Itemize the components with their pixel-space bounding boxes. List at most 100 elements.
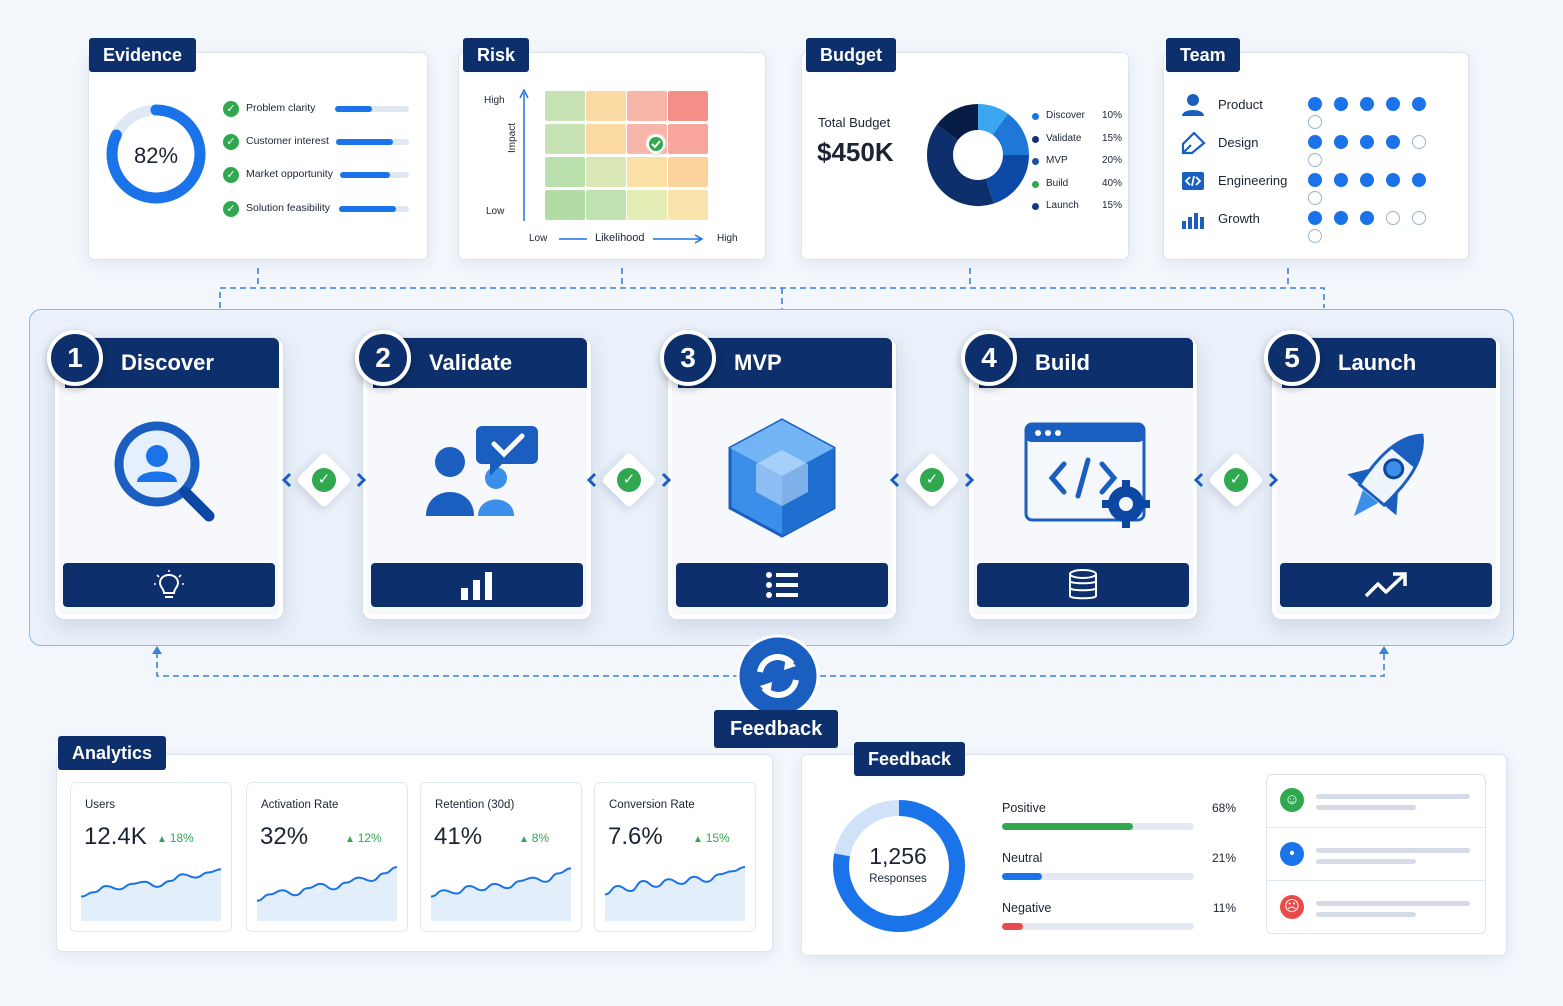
rating-dot-empty [1308,153,1322,167]
stage-gate[interactable]: ✓ [1193,451,1279,509]
risk-x-low: Low [529,233,548,244]
stage-gate[interactable]: ✓ [889,451,975,509]
budget-legend-pct: 40% [1101,177,1122,189]
team-tab[interactable]: Team [1166,38,1240,72]
risk-x-axis-label: Likelihood [595,232,645,244]
evidence-item: ✓ Solution feasibility [223,201,413,217]
metric-card[interactable]: Users 12.4K ▲ 18% [70,782,232,932]
risk-cell[interactable] [586,124,626,154]
budget-label: Total Budget [818,115,891,130]
risk-cell[interactable] [545,124,585,154]
comment-item[interactable]: ☹ [1266,880,1486,932]
risk-cell[interactable] [586,157,626,187]
feedback-row-pct: 68% [1211,801,1236,815]
legend-dot [1032,180,1039,188]
refresh-icon[interactable] [736,634,820,718]
stage-gate[interactable]: ✓ [281,451,367,509]
team-rating [1308,97,1460,133]
code-icon [1182,172,1204,190]
budget-legend-pct: 15% [1101,132,1122,144]
rating-dot-filled [1360,135,1374,149]
sparkline [81,868,221,921]
team-row-growth: Growth [1180,207,1460,243]
metric-delta: ▲ 8% [519,831,549,845]
evidence-item-bar-fill [339,206,397,212]
risk-y-axis-label: Impact [507,122,518,153]
evidence-item-bar [335,106,409,112]
team-name: Design [1218,135,1259,150]
metric-value: 32% [260,823,309,850]
risk-cell[interactable] [668,190,708,220]
feedback-row-bar-fill [1002,873,1043,880]
budget-legend-pct: 15% [1101,200,1122,211]
budget-legend-item: Discover 10% [1032,110,1122,124]
evidence-item-bar-fill [340,172,391,178]
check-icon: ✓ [223,201,239,217]
budget-slice [927,125,994,206]
feedback-loop-label[interactable]: Feedback [714,710,839,748]
feedback-tab[interactable]: Feedback [854,742,966,776]
stage-number: 2 [355,330,411,386]
feedback-row-label: Neutral [1002,851,1043,865]
risk-tab[interactable]: Risk [463,38,530,72]
check-icon: ✓ [920,468,944,492]
stage-gate[interactable]: ✓ [586,451,672,509]
metric-card[interactable]: Conversion Rate 7.6% ▲ 15% [594,782,756,932]
list-icon [766,572,798,598]
risk-cell[interactable] [586,190,626,220]
lightbulb-icon [154,570,184,598]
metric-delta-value: 12% [357,831,382,845]
metric-value: 7.6% [608,823,663,850]
sparkline-line [605,866,745,896]
feedback-row-label: Negative [1002,901,1052,915]
stage-discover[interactable]: Discover 1 [47,330,284,620]
stage-number: 3 [660,330,716,386]
risk-cell[interactable] [545,91,585,121]
rating-dot-empty [1386,211,1400,225]
risk-cell[interactable] [545,157,585,187]
person-icon [1182,94,1204,116]
legend-dot [1032,203,1039,210]
feedback-row-bar-fill [1002,823,1133,830]
metric-card[interactable]: Activation Rate 32% ▲ 12% [246,782,408,932]
trend-up-arrow-icon: ▲ [157,834,170,845]
feedback-row-label: Positive [1002,801,1046,815]
stage-mvp[interactable]: MVP 3 [660,330,897,620]
stage-launch[interactable]: Launch 5 [1264,330,1501,620]
budget-legend-name: Discover [1046,110,1085,121]
risk-cell[interactable] [586,91,626,121]
budget-tab[interactable]: Budget [806,38,896,72]
team-card: Product Design Engineering Growth [1163,52,1469,260]
risk-cell[interactable] [545,190,585,220]
database-icon [1069,569,1097,600]
team-rating [1308,211,1460,247]
risk-cell[interactable] [668,91,708,121]
rating-dot-filled [1334,97,1348,111]
stage-build[interactable]: Build 4 [961,330,1198,620]
sparkline-area [81,869,221,921]
bar-chart-icon [1182,213,1204,229]
metric-card[interactable]: Retention (30d) 41% ▲ 8% [420,782,582,932]
legend-dot [1032,158,1039,165]
risk-cell[interactable] [627,157,667,187]
risk-marker-icon [645,133,667,157]
check-icon: ✓ [617,468,641,492]
risk-cell[interactable] [668,124,708,154]
risk-cell[interactable] [627,91,667,121]
comment-text-placeholder [1316,859,1416,864]
comment-item[interactable]: ☺ [1266,774,1486,826]
comment-item[interactable]: • [1266,827,1486,879]
budget-slice [936,104,979,141]
analytics-tab[interactable]: Analytics [58,736,167,770]
sparkline [605,866,745,921]
risk-x-arrow [559,234,704,244]
stage-validate[interactable]: Validate 2 [355,330,592,620]
risk-cell[interactable] [668,157,708,187]
rating-dot-filled [1334,211,1348,225]
rating-dot-filled [1308,97,1322,111]
metric-label: Retention (30d) [435,799,515,811]
risk-cell[interactable] [627,190,667,220]
stage-number: 5 [1264,330,1320,386]
check-icon: ✓ [312,468,336,492]
evidence-tab[interactable]: Evidence [89,38,197,72]
